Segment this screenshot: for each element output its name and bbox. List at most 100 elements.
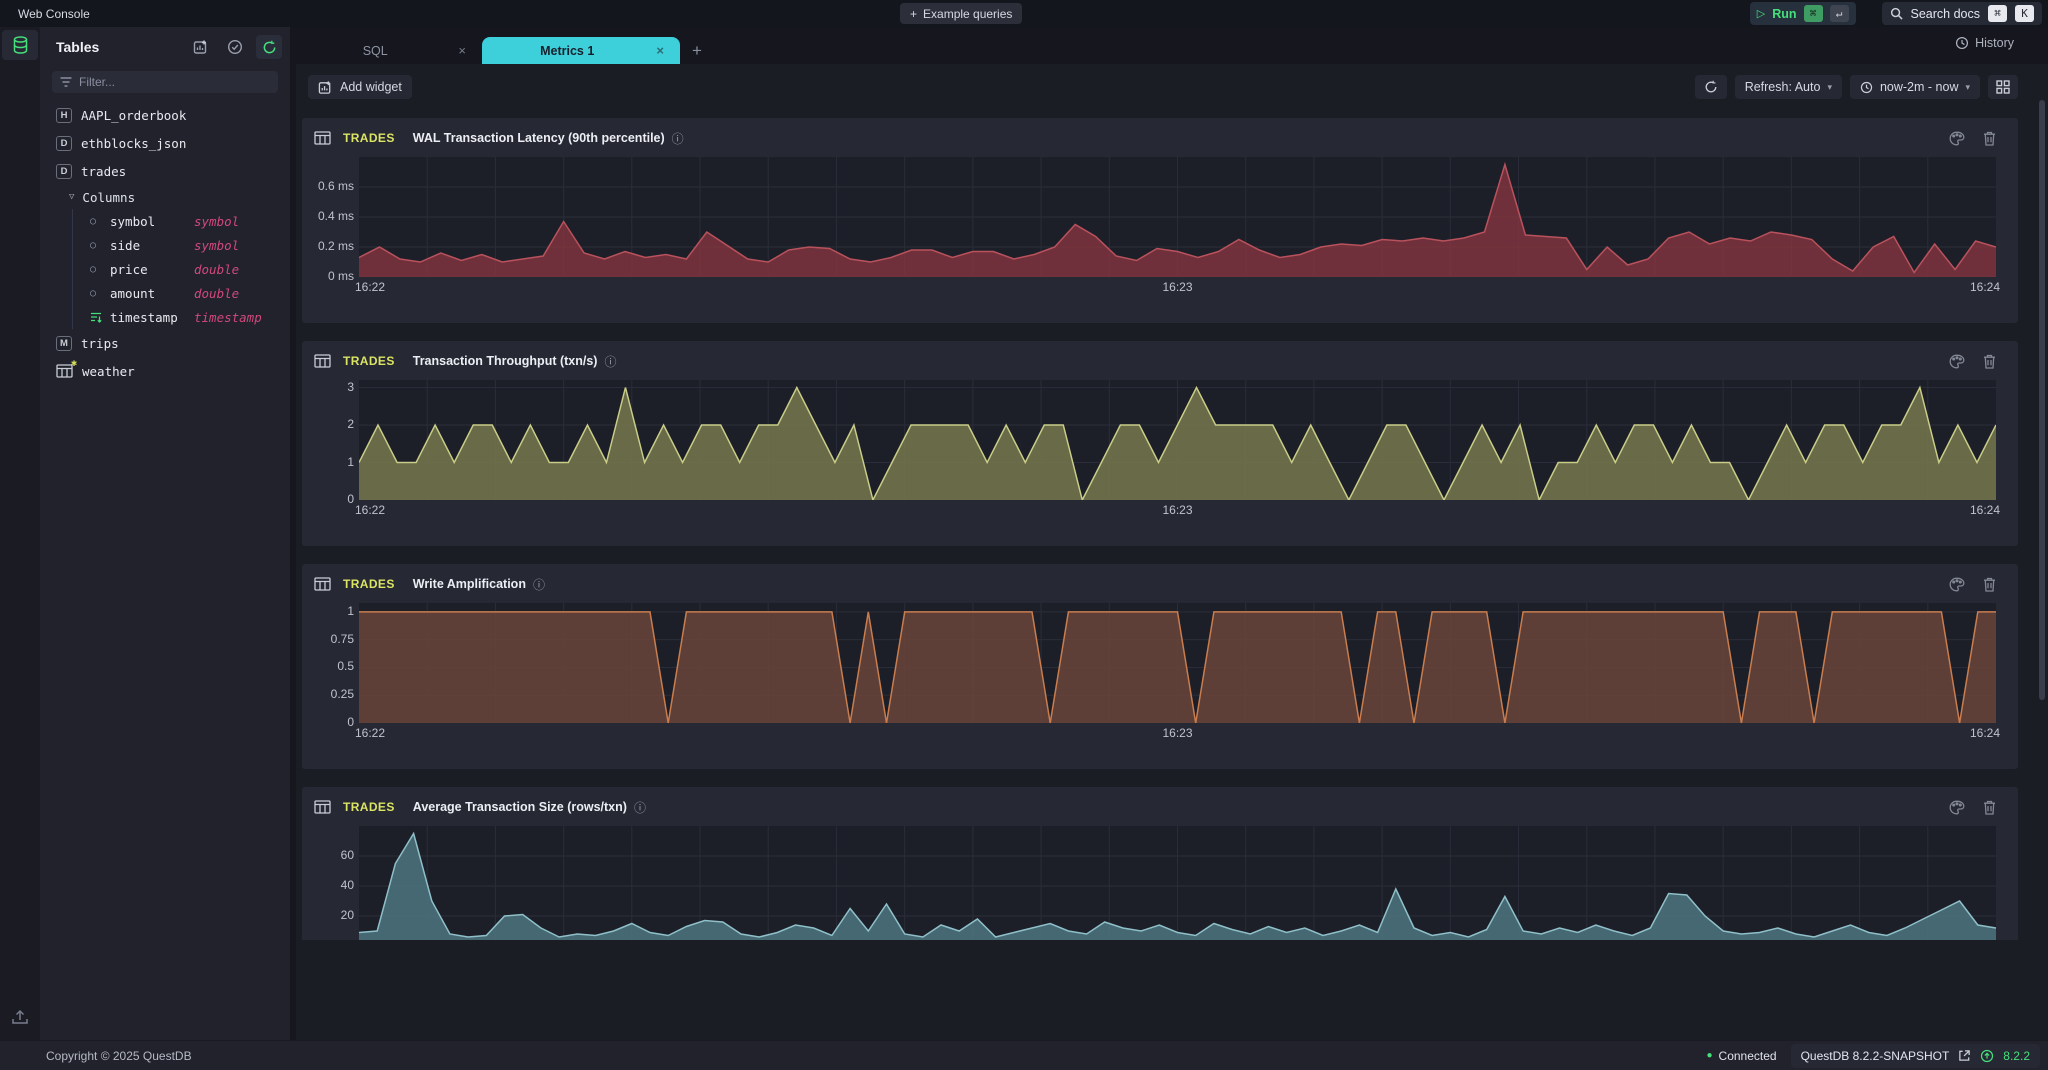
run-icon: ▷ — [1756, 8, 1766, 20]
copyright-text: Copyright © 2025 QuestDB — [46, 1048, 192, 1063]
tab-metrics-1[interactable]: Metrics 1 × — [482, 37, 680, 64]
version-chip: QuestDB 8.2.2-SNAPSHOT 8.2.2 — [1790, 1043, 2040, 1068]
sidebar-splitter[interactable] — [290, 27, 296, 1040]
palette-icon[interactable] — [1949, 577, 1965, 592]
tables-panel-toggle[interactable] — [2, 30, 38, 60]
designated-timestamp-icon — [90, 312, 103, 323]
refresh-dashboard-button[interactable] — [1694, 75, 1727, 99]
create-metrics-button[interactable] — [188, 35, 214, 59]
column-name: price — [110, 261, 148, 277]
run-button[interactable]: ▷ Run ⌘ ↵ — [1749, 2, 1856, 25]
widget-title: Transaction Throughput (txn/s) — [412, 354, 598, 368]
update-available-icon[interactable] — [1980, 1049, 1994, 1063]
palette-icon[interactable] — [1949, 131, 1965, 146]
sidebar-title: Tables — [56, 39, 100, 55]
sidebar-header: Tables — [40, 27, 290, 61]
y-tick-label: 0.75 — [330, 631, 354, 646]
column-row-symbol[interactable]: ○ symbol symbol — [73, 209, 290, 233]
tab-sql[interactable]: SQL × — [296, 37, 482, 64]
table-row-AAPL_orderbook[interactable]: H AAPL_orderbook — [40, 101, 290, 129]
columns-label: Columns — [82, 189, 136, 205]
version-label: QuestDB 8.2.2-SNAPSHOT — [1800, 1048, 1950, 1063]
column-type-icon: ○ — [90, 263, 97, 275]
widget-header: TRADES WAL Transaction Latency (90th perc… — [302, 118, 2018, 146]
info-icon[interactable]: ⓘ — [532, 577, 545, 592]
new-tab-button[interactable]: + — [680, 37, 714, 64]
tables-sidebar: Tables — [40, 27, 290, 1040]
example-queries-button[interactable]: + Example queries — [900, 3, 1023, 24]
close-icon[interactable]: × — [656, 43, 664, 58]
chart-plot[interactable] — [359, 380, 1996, 500]
select-tables-button[interactable] — [222, 35, 248, 59]
widget-actions — [1949, 354, 1996, 369]
x-tick-label: 16:24 — [1969, 726, 2000, 740]
table-name: AAPL_orderbook — [81, 107, 187, 123]
chart-plot[interactable] — [359, 603, 1996, 723]
trash-icon[interactable] — [1983, 800, 1996, 815]
example-queries-label: Example queries — [923, 6, 1013, 21]
search-docs-button[interactable]: Search docs ⌘ K — [1881, 2, 2042, 25]
column-type: double — [194, 285, 240, 301]
columns-group-toggle[interactable]: ▽ Columns — [40, 185, 290, 209]
info-icon[interactable]: ⓘ — [671, 131, 684, 146]
y-tick-label: 40 — [340, 878, 354, 892]
scrollbar-thumb[interactable] — [2039, 100, 2045, 700]
grid-layout-icon — [1996, 80, 2010, 94]
chart-add-icon — [193, 39, 209, 55]
trash-icon[interactable] — [1983, 131, 1996, 146]
refresh-mode-dropdown[interactable]: Refresh: Auto ▾ — [1734, 75, 1842, 99]
table-icon — [314, 131, 331, 145]
chart-plot[interactable] — [359, 826, 1996, 940]
column-row-amount[interactable]: ○ amount double — [73, 281, 290, 305]
refresh-icon — [262, 40, 277, 55]
info-icon[interactable]: ⓘ — [604, 354, 617, 369]
table-name: ethblocks_json — [81, 135, 187, 151]
connected-dot-icon: ● — [1706, 1050, 1713, 1061]
history-button[interactable]: History — [1955, 36, 2014, 50]
time-range-dropdown[interactable]: now-2m - now ▾ — [1849, 75, 1980, 99]
chart-plot[interactable] — [359, 157, 1996, 277]
trash-icon[interactable] — [1983, 577, 1996, 592]
upload-icon — [11, 1009, 29, 1025]
search-icon — [1890, 7, 1903, 20]
metric-widget-2: TRADES Write Amplification ⓘ 0 0.25 0.5 0.75 1 1… — [302, 564, 2018, 769]
table-icon — [314, 800, 331, 814]
y-tick-label: 60 — [340, 848, 354, 862]
chevron-down-icon: ▾ — [1827, 81, 1832, 92]
reload-tables-button[interactable] — [256, 35, 282, 59]
metrics-toolbar: Add widget Refresh: Auto ▾ — [296, 64, 2048, 100]
column-type: symbol — [194, 237, 240, 253]
widget-title: WAL Transaction Latency (90th percentile… — [412, 131, 665, 145]
check-circle-icon — [227, 39, 243, 55]
chevron-down-icon: ▾ — [1965, 81, 1970, 92]
x-tick-label: 16:22 — [355, 503, 386, 517]
column-row-side[interactable]: ○ side symbol — [73, 233, 290, 257]
palette-icon[interactable] — [1949, 800, 1965, 815]
palette-icon[interactable] — [1949, 354, 1965, 369]
x-tick-label: 16:22 — [355, 726, 386, 740]
column-row-price[interactable]: ○ price double — [73, 257, 290, 281]
info-icon[interactable]: ⓘ — [633, 800, 646, 815]
body: Tables — [0, 27, 2048, 1040]
layout-grid-button[interactable] — [1988, 75, 2018, 99]
tab-label: Metrics 1 — [540, 43, 595, 58]
trash-icon[interactable] — [1983, 354, 1996, 369]
add-widget-button[interactable]: Add widget — [308, 75, 412, 99]
column-row-timestamp[interactable]: timestamp timestamp — [73, 305, 290, 329]
column-type: symbol — [194, 213, 240, 229]
external-link-icon[interactable] — [1958, 1049, 1971, 1062]
add-widget-label: Add widget — [340, 80, 402, 94]
close-icon[interactable]: × — [458, 43, 466, 58]
import-files-button[interactable] — [11, 1009, 29, 1028]
chart-area: 0 1 2 3 16:22 16:23 16:24 — [302, 380, 2000, 519]
column-type: timestamp — [194, 309, 262, 325]
table-row-weather[interactable]: ✱ weather — [40, 357, 290, 385]
column-name: symbol — [110, 213, 156, 229]
filter-input[interactable] — [79, 75, 270, 89]
partition-badge: H — [56, 107, 72, 123]
cmd-key-badge: ⌘ — [1803, 5, 1823, 22]
widget-actions — [1949, 131, 1996, 146]
